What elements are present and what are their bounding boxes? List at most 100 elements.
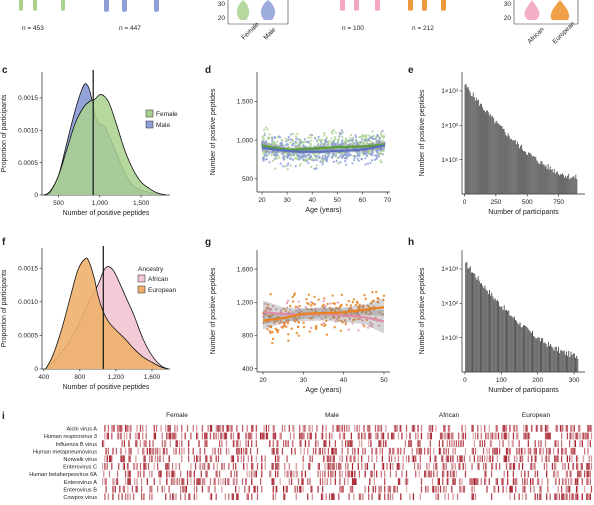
heatmap-cell (254, 470, 256, 478)
heatmap-cell (412, 493, 415, 501)
female-point (337, 139, 340, 142)
heatmap-cell (130, 425, 132, 432)
heatmap-cell (174, 425, 176, 432)
histogram-bar (510, 315, 512, 372)
heatmap-cell (493, 447, 495, 455)
heatmap-cell (201, 478, 204, 485)
male-point (305, 154, 308, 157)
heatmap-cell (294, 485, 296, 493)
heatmap-cell (377, 425, 379, 432)
histogram-bar (496, 299, 498, 372)
heatmap-cell (122, 463, 124, 470)
european-point (357, 317, 360, 321)
histogram-bar (562, 173, 563, 194)
heatmap-cell (341, 470, 343, 478)
heatmap-cell (332, 455, 334, 463)
heatmap-cell (223, 463, 225, 470)
heatmap-cell (170, 470, 173, 478)
heatmap-cell (178, 447, 181, 455)
heatmap-cell (557, 470, 559, 478)
heatmap-cell (236, 440, 238, 447)
heatmap-cell (265, 432, 267, 440)
heatmap-cell (540, 447, 542, 455)
heatmap-cell (274, 432, 277, 440)
heatmap-cell (471, 463, 473, 470)
histogram-bar (548, 169, 550, 194)
heatmap-cell (284, 470, 286, 478)
y-tick-label: 0.0015 (18, 265, 38, 272)
histogram-bar (528, 152, 530, 194)
heatmap-cell (154, 447, 157, 455)
histogram-bar (466, 87, 468, 194)
heatmap-cell (160, 470, 162, 478)
heatmap-cell (574, 432, 577, 440)
male-point (312, 159, 315, 162)
heatmap-cell (105, 478, 107, 485)
heatmap-cell (132, 463, 135, 470)
female-point (267, 153, 270, 157)
heatmap-cell (539, 447, 541, 455)
heatmap-cell (546, 425, 548, 432)
female-point (318, 138, 322, 141)
histogram-bars (465, 261, 579, 372)
heatmap-cell (161, 432, 163, 440)
heatmap-cell (152, 447, 154, 455)
male-point (273, 157, 276, 160)
heatmap-cell (339, 470, 341, 478)
heatmap-cell (577, 485, 579, 493)
heatmap-cell (338, 493, 340, 501)
heatmap-cell (429, 447, 431, 455)
heatmap-row-label: Influenza B virus (56, 442, 98, 448)
heatmap-cell (357, 455, 359, 463)
x-tick-label: 30 (283, 197, 291, 204)
male-point (371, 137, 374, 141)
heatmap-cell (555, 455, 557, 463)
european-density-area (45, 258, 169, 369)
heatmap-cell (353, 478, 355, 485)
heatmap-cell (523, 485, 525, 493)
histogram-bar (489, 115, 491, 194)
heatmap-cell (236, 478, 238, 485)
heatmap-cell (415, 470, 417, 478)
heatmap-cell (282, 440, 285, 447)
heatmap-cell (459, 455, 461, 463)
heatmap-cell (309, 432, 311, 440)
histogram-bar (541, 337, 543, 372)
heatmap-cell (174, 478, 176, 485)
histogram-bar (516, 141, 518, 194)
histogram-bar (535, 338, 537, 372)
heatmap-cell (564, 478, 566, 485)
heatmap-cell (105, 447, 107, 455)
y-tick-label: 1,000 (237, 137, 254, 144)
heatmap-cell (221, 485, 223, 493)
heatmap-cell (222, 478, 224, 485)
african-violin (524, 0, 540, 20)
histogram-bar (554, 173, 556, 194)
heatmap-cell (302, 425, 304, 432)
histogram-bar (488, 112, 490, 194)
european-point (334, 306, 338, 310)
heatmap-cell (548, 455, 550, 463)
male-point (340, 132, 343, 135)
heatmap-cell (374, 432, 377, 440)
heatmap-cell (335, 425, 338, 432)
legend-swatch-female (145, 109, 154, 118)
heatmap-cell (496, 478, 498, 485)
histogram-bar (546, 346, 548, 372)
heatmap-cell (536, 470, 539, 478)
african-point (295, 309, 298, 312)
african-point (357, 329, 360, 332)
african-point (314, 307, 317, 311)
female-point (349, 137, 352, 140)
heatmap-cell (464, 447, 467, 455)
histogram-bar (517, 144, 519, 194)
heatmap-cell (527, 440, 529, 447)
european-point (320, 323, 323, 326)
heatmap-cell (443, 425, 445, 432)
female-point (381, 139, 384, 142)
heatmap-cell (488, 478, 490, 485)
heatmap-cell (566, 470, 568, 478)
heatmap-cell (526, 478, 528, 485)
heatmap-cell (357, 447, 359, 455)
heatmap-cell (302, 463, 304, 470)
